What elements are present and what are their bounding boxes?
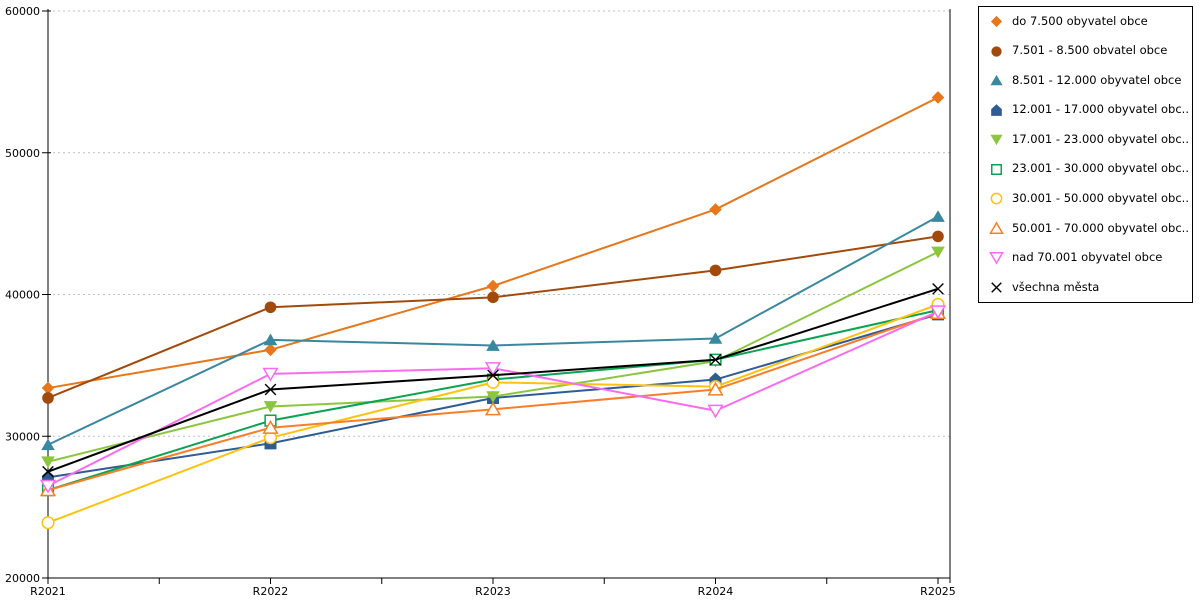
square-marker-icon [990,163,1003,175]
triangle-down-marker-icon [707,404,724,419]
triangle-up-marker-icon [989,221,1004,234]
x-marker-icon [932,282,944,295]
pentagon-marker-icon [991,103,1002,116]
triangle-down-marker-icon [931,246,945,259]
x-marker-icon [991,282,1002,293]
x-axis-label: R2021 [30,585,66,598]
triangle-up-marker-icon [989,221,1004,234]
legend-item-label: nad 70.001 obyvatel obce [1012,250,1163,265]
circle-marker-icon [991,45,1002,57]
circle-marker-icon [932,230,944,243]
triangle-up-marker-icon [262,419,279,434]
triangle-up-marker-icon [41,438,55,451]
triangle-down-marker-icon [989,252,1004,265]
triangle-down-marker-icon [41,456,55,469]
legend-item-0: do 7.500 obyvatel obce [988,13,1188,30]
x-marker-icon [487,369,499,382]
y-axis-label: 20000 [5,572,40,585]
y-axis-label: 50000 [5,147,40,160]
axes: 20000 30000 40000 50000 60000 R2021 R2022 R2023… [5,5,956,598]
y-axis-label: 40000 [5,289,40,302]
legend-item-label: 30.001 - 50.000 obyvatel obc... [1012,191,1188,206]
legend-item-label: 50.001 - 70.000 obyvatel obc... [1012,220,1188,235]
legend-item-8: nad 70.001 obyvatel obce [988,249,1188,266]
triangle-up-marker-icon [931,210,945,222]
triangle-up-marker-icon [990,74,1003,86]
diamond-marker-icon [990,15,1003,28]
legend-item-label: 8.501 - 12.000 obyvatel obce [1012,72,1182,87]
triangle-up-marker-icon [707,381,724,396]
x-axis-label: R2024 [698,585,734,598]
series-1 [42,230,944,404]
x-marker-icon [709,353,722,366]
circle-marker-icon [487,291,499,304]
triangle-up-marker-icon [990,74,1003,86]
legend-item-7: 50.001 - 70.000 obyvatel obc... [988,220,1188,237]
triangle-down-marker-icon [990,134,1003,146]
diamond-marker-icon [709,203,722,216]
circle-marker-icon [991,45,1002,57]
circle-marker-icon [990,192,1003,205]
triangle-up-marker-icon [486,339,500,351]
diamond-marker-icon [41,381,55,395]
x-marker-icon [264,383,277,396]
y-axis-label: 60000 [5,5,40,18]
x-marker-icon [42,465,54,478]
legend-item-2: 8.501 - 12.000 obyvatel obce [988,72,1188,89]
circle-marker-icon [41,516,55,530]
legend-item-label: 12.001 - 17.000 obyvatel obc... [1012,102,1188,117]
y-axis-label: 30000 [5,430,40,443]
triangle-down-marker-icon [486,391,500,403]
legend-item-9: všechna města [988,279,1188,296]
series-2 [41,210,945,451]
series-8 [39,305,947,494]
x-axis-label: R2025 [920,585,956,598]
triangle-up-marker-icon [484,401,502,416]
legend-item-1: 7.501 - 8.500 obvatel obce [988,43,1188,60]
gridlines [48,10,950,437]
square-marker-icon [990,163,1003,175]
triangle-down-marker-icon [262,367,279,382]
triangle-down-marker-icon [990,134,1003,146]
legend-item-3: 12.001 - 17.000 obyvatel obc... [988,102,1188,119]
legend-item-5: 23.001 - 30.000 obyvatel obc... [988,161,1188,178]
circle-marker-icon [264,301,277,314]
series-9 [42,282,944,478]
triangle-down-marker-icon [263,401,278,413]
circle-marker-icon [709,264,722,277]
triangle-down-marker-icon [929,305,947,320]
triangle-down-marker-icon [484,362,502,376]
circle-marker-icon [42,392,54,404]
x-axis-label: R2022 [253,585,289,598]
circle-marker-icon [990,192,1003,205]
legend-item-label: 17.001 - 23.000 obyvatel obc... [1012,131,1188,146]
circle-marker-icon [486,375,500,389]
legend-item-4: 17.001 - 23.000 obyvatel obc... [988,131,1188,148]
triangle-down-marker-icon [39,479,57,494]
triangle-up-marker-icon [708,332,723,344]
diamond-marker-icon [931,91,945,104]
triangle-down-marker-icon [989,252,1004,265]
legend-item-label: 7.501 - 8.500 obvatel obce [1012,43,1168,58]
diamond-marker-icon [486,279,500,293]
legend: do 7.500 obyvatel obce 7.501 - 8.500 obva… [978,6,1193,303]
x-marker-icon [991,282,1002,293]
x-axis-label: R2023 [475,585,511,598]
pentagon-marker-icon [991,103,1002,116]
legend-item-6: 30.001 - 50.000 obyvatel obc... [988,190,1188,207]
diamond-marker-icon [264,343,277,357]
legend-item-label: do 7.500 obyvatel obce [1012,13,1148,28]
triangle-up-marker-icon [263,333,278,346]
diamond-marker-icon [990,15,1003,28]
series-0 [41,91,945,395]
legend-item-label: 23.001 - 30.000 obyvatel obc... [1012,161,1188,176]
legend-item-label: všechna města [1012,279,1100,294]
